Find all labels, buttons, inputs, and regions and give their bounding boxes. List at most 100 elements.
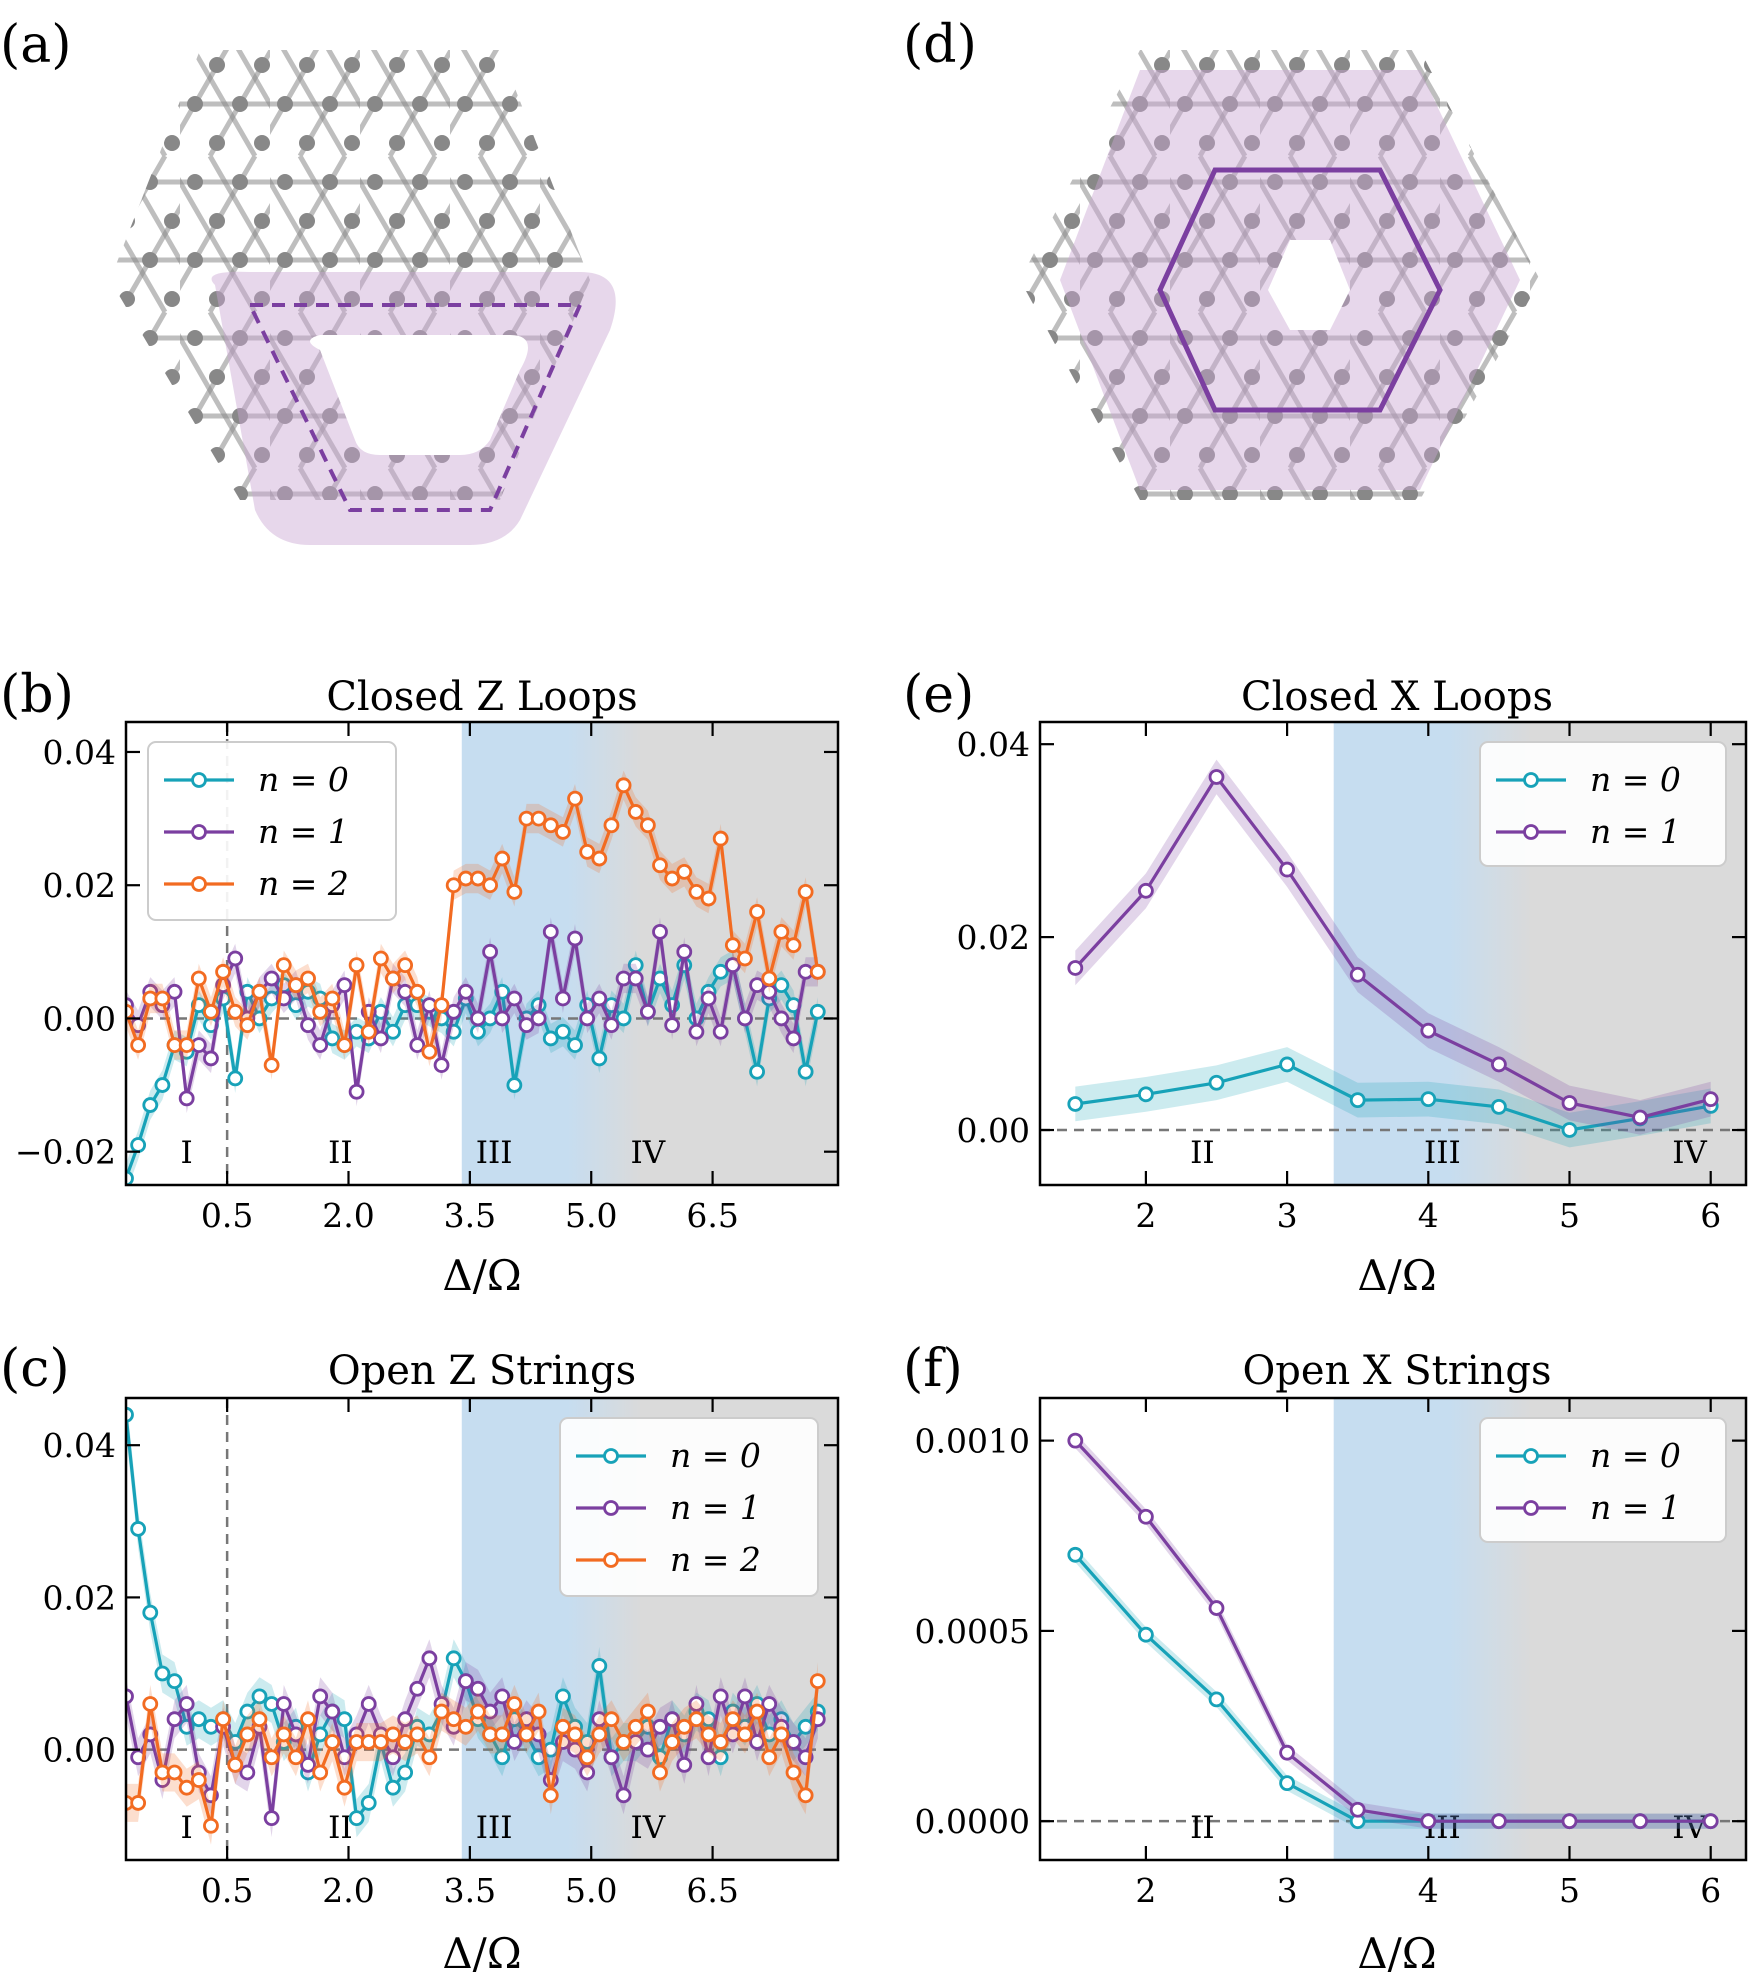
- legend: n = 0 n = 1 n = 2: [559, 1417, 819, 1597]
- panel-c-label: (c): [0, 1339, 70, 1399]
- series-n0: [1067, 1047, 1719, 1148]
- legend-marker: [1523, 824, 1539, 840]
- x-tick-label: 0.5: [201, 1196, 253, 1235]
- data-point: [773, 977, 790, 994]
- phase-shading: [461, 722, 838, 1185]
- data-point: [676, 1756, 693, 1773]
- data-point: [494, 1749, 511, 1766]
- x-tick-label: 3.5: [444, 1871, 496, 1910]
- legend-box: [1479, 1417, 1727, 1543]
- data-point: [457, 1673, 474, 1690]
- data-point: [130, 1795, 147, 1811]
- data-point: [336, 1037, 353, 1054]
- data-point: [664, 1734, 681, 1750]
- data-point: [300, 970, 316, 987]
- data-point: [1208, 1074, 1225, 1091]
- data-point: [809, 1673, 826, 1690]
- data-point: [1208, 769, 1225, 785]
- x-tick-label: 6: [1700, 1196, 1721, 1235]
- legend-marker: [1523, 1500, 1539, 1516]
- data-point: [579, 1010, 596, 1027]
- data-point: [676, 863, 693, 880]
- legend-marker: [191, 772, 207, 788]
- data-point: [494, 1010, 511, 1027]
- legend-label: n = 1: [670, 1488, 761, 1527]
- data-point: [494, 1726, 511, 1743]
- data-point: [1208, 1600, 1225, 1616]
- legend-box: [559, 1417, 819, 1597]
- data-point: [482, 877, 498, 894]
- data-point: [239, 1017, 256, 1034]
- data-point: [178, 1037, 195, 1054]
- legend-marker: [1523, 1448, 1539, 1464]
- region-label: II: [328, 1810, 353, 1846]
- series-line: [1074, 774, 1712, 1120]
- legend-label: n = 1: [258, 812, 349, 851]
- legend-marker: [603, 1552, 619, 1568]
- y-tick-label: 0.04: [957, 725, 1030, 764]
- data-point: [712, 1734, 729, 1750]
- data-point: [1349, 1092, 1366, 1109]
- legend-box: [147, 741, 397, 921]
- data-point: [336, 1711, 353, 1728]
- y-tick-label: 0.0005: [915, 1612, 1030, 1651]
- data-point: [470, 1703, 486, 1720]
- chart-title: Closed Z Loops: [326, 674, 637, 720]
- data-point: [263, 1749, 280, 1766]
- series-n1: [1067, 759, 1719, 1135]
- data-point: [385, 970, 401, 987]
- data-point: [251, 983, 268, 1000]
- data-point: [676, 943, 693, 960]
- legend-marker: [191, 824, 207, 840]
- data-point: [433, 997, 450, 1014]
- data-point: [567, 1726, 583, 1743]
- data-point: [251, 1711, 268, 1728]
- y-tick-label: 0.00: [43, 999, 116, 1038]
- data-point: [1208, 1691, 1225, 1708]
- x-tick-label: 6.5: [686, 1196, 738, 1235]
- data-point: [1067, 1096, 1084, 1112]
- data-point: [749, 977, 765, 994]
- legend-label: n = 0: [258, 760, 349, 799]
- region-label: I: [181, 1135, 193, 1171]
- data-point: [749, 903, 765, 920]
- x-tick-label: 5.0: [565, 1871, 617, 1910]
- data-point: [227, 1756, 244, 1773]
- data-point: [1491, 1098, 1507, 1115]
- region-label: III: [476, 1135, 513, 1171]
- data-point: [785, 1030, 802, 1047]
- series-n2: [126, 770, 826, 1080]
- data-point: [542, 1787, 559, 1804]
- data-point: [809, 963, 826, 980]
- data-point: [603, 1017, 620, 1034]
- data-point: [1138, 1086, 1154, 1103]
- x-tick-label: 2: [1135, 1196, 1156, 1235]
- data-point: [445, 1650, 462, 1667]
- data-point: [639, 817, 656, 834]
- data-point: [397, 1734, 414, 1750]
- error-band: [1075, 1047, 1711, 1148]
- data-point: [700, 990, 717, 1007]
- data-point: [421, 1043, 438, 1060]
- data-point: [239, 1726, 256, 1743]
- x-tick-label: 2.0: [322, 1196, 374, 1235]
- panel-d: (d): [903, 15, 1540, 500]
- data-point: [1420, 1813, 1437, 1830]
- data-point: [457, 983, 474, 1000]
- data-point: [433, 1057, 450, 1073]
- data-point: [1279, 1744, 1295, 1761]
- legend-marker: [191, 876, 207, 892]
- data-point: [506, 883, 523, 900]
- x-tick-label: 5: [1559, 1871, 1580, 1910]
- data-point: [1702, 1813, 1719, 1830]
- x-tick-label: 4: [1418, 1196, 1439, 1235]
- data-point: [190, 970, 207, 987]
- data-point: [652, 923, 668, 940]
- data-point: [1491, 1056, 1507, 1073]
- data-point: [409, 1037, 426, 1054]
- data-point: [712, 1688, 729, 1705]
- data-point: [421, 1749, 438, 1766]
- data-point: [652, 1764, 668, 1781]
- data-point: [178, 1779, 195, 1796]
- data-point: [385, 1749, 401, 1766]
